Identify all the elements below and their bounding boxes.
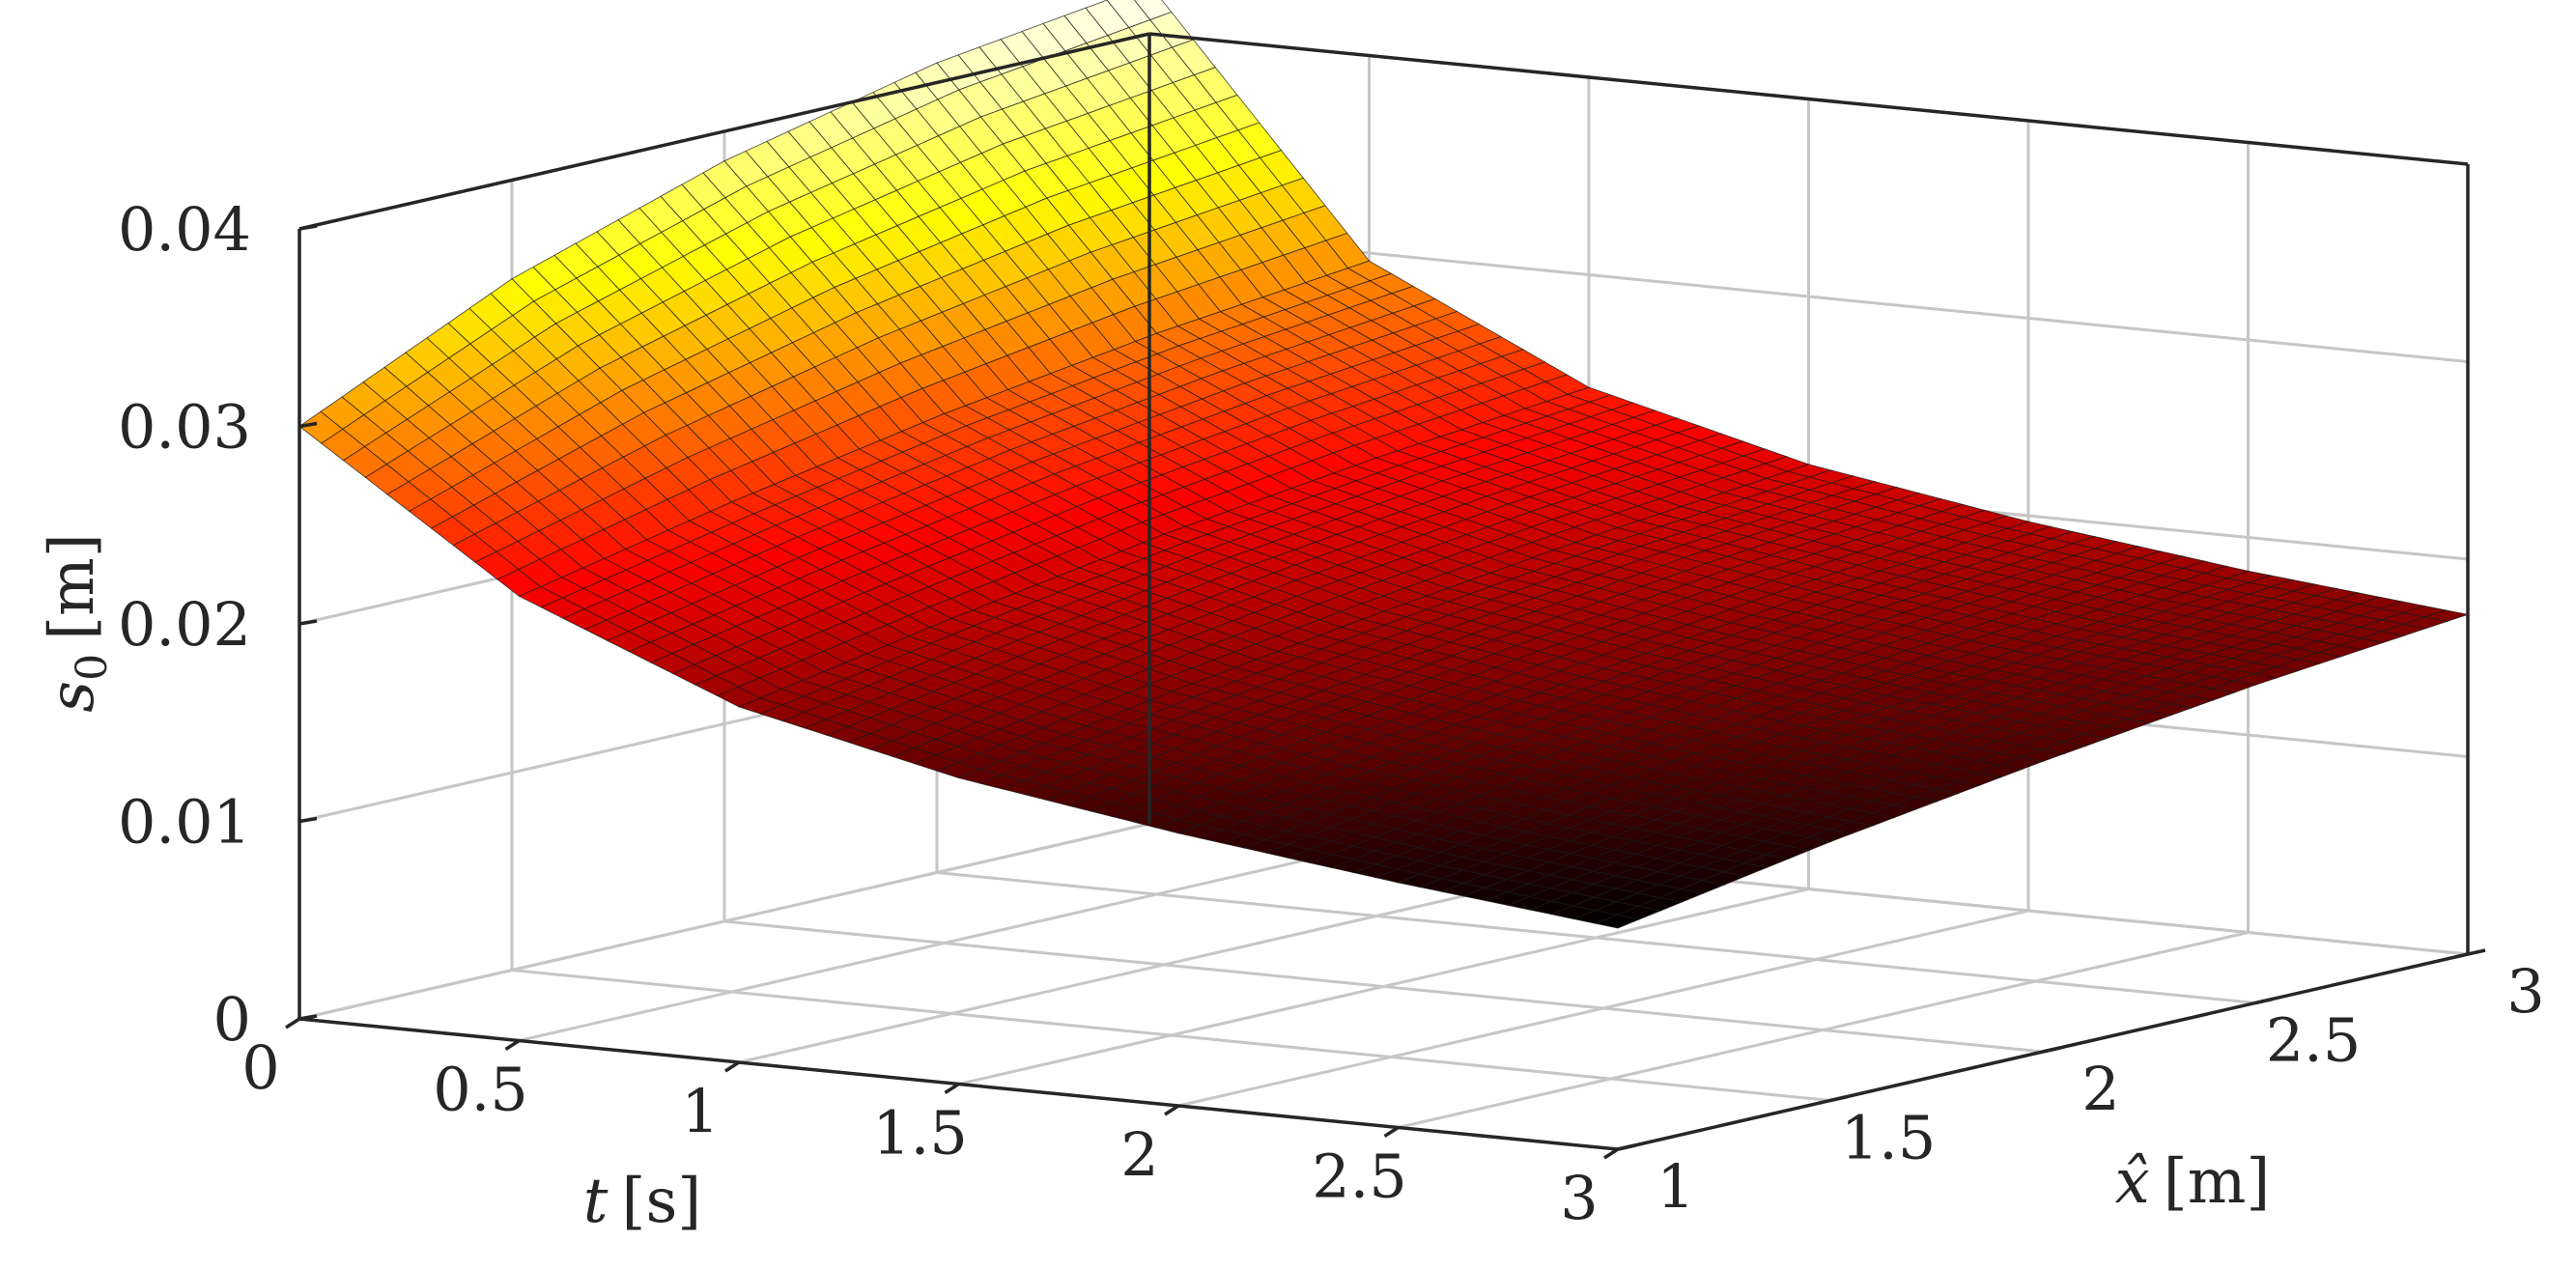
t-tick <box>504 1039 521 1051</box>
axes <box>285 32 2486 1160</box>
t-axis-label: t [s] <box>583 1166 702 1237</box>
x-tick-label: 1 <box>1656 1151 1694 1222</box>
t-tick-label: 1 <box>681 1076 719 1146</box>
t-tick-label: 3 <box>1560 1163 1598 1233</box>
z-tick <box>298 1014 318 1021</box>
z-tick-label: 0.02 <box>118 589 251 660</box>
surface-patch <box>1594 914 1641 929</box>
x-axis-label: x̂ [m] <box>2115 1146 2271 1218</box>
z-tick <box>298 224 318 231</box>
z-tick-label: 0.04 <box>118 194 251 265</box>
x-tick <box>2254 997 2274 1005</box>
x-tick <box>2042 1046 2061 1054</box>
z-tick-label: 0.03 <box>118 392 251 463</box>
x-tick <box>2467 948 2486 956</box>
x-tick-label: 2.5 <box>2266 1005 2362 1076</box>
box-edge <box>298 32 1150 231</box>
t-tick-label: 1.5 <box>872 1098 968 1169</box>
x-tick-label: 1.5 <box>1841 1103 1937 1173</box>
x-tick <box>1617 1143 1636 1151</box>
t-tick <box>1383 1126 1400 1138</box>
grid-line <box>1148 230 2469 363</box>
z-tick-label: 0.01 <box>118 787 251 858</box>
t-tick-label: 2.5 <box>1312 1142 1407 1212</box>
t-tick-label: 2 <box>1120 1119 1158 1190</box>
grid-line <box>298 822 1150 1021</box>
grid-line <box>511 969 1831 1102</box>
t-tick <box>285 1017 300 1029</box>
z-axis-label: s0[m] <box>37 533 117 712</box>
t-tick <box>944 1083 960 1094</box>
grid-line <box>723 919 2044 1054</box>
z-tick-label: 0 <box>213 984 251 1055</box>
t-tick <box>1603 1147 1619 1160</box>
x-tick <box>1829 1094 1849 1103</box>
surface-mesh <box>298 0 2470 929</box>
z-tick <box>298 421 318 429</box>
box-edge <box>1148 32 2469 166</box>
x-tick-label: 2 <box>2081 1054 2119 1124</box>
t-tick <box>1164 1104 1179 1116</box>
t-tick-label: 0 <box>241 1032 279 1103</box>
t-tick-label: 0.5 <box>433 1055 528 1125</box>
x-tick-label: 3 <box>2506 956 2544 1027</box>
grid-line <box>936 871 2256 1004</box>
z-tick <box>298 619 318 626</box>
t-tick <box>724 1060 740 1073</box>
z-tick <box>298 816 318 824</box>
